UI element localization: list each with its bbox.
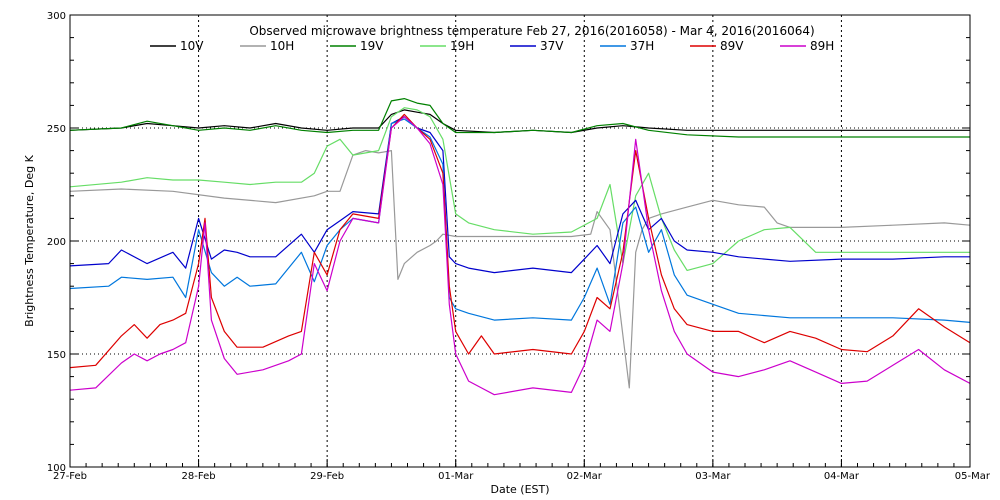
legend-label-89v: 89V xyxy=(720,39,744,53)
data-series xyxy=(69,97,971,396)
axis-ticks: 100 150 200 250 300 27-Feb 28-Feb 29-Feb 01-Mar 0… xyxy=(47,11,991,482)
legend-label-10v: 10V xyxy=(180,39,204,53)
x-tick-label: 05-Mar xyxy=(955,471,991,482)
series-line-19h xyxy=(69,107,970,271)
legend-label-10h: 10H xyxy=(270,39,294,53)
series-line-10h xyxy=(69,150,971,389)
x-tick-label: 27-Feb xyxy=(53,471,87,482)
series-line-19v xyxy=(69,97,970,138)
legend-label-19h: 19H xyxy=(450,39,474,53)
y-tick-label: 250 xyxy=(47,124,66,135)
legend-label-89h: 89H xyxy=(810,39,834,53)
y-tick-label: 100 xyxy=(47,463,66,474)
legend-label-37h: 37H xyxy=(630,39,654,53)
legend-label-19v: 19V xyxy=(360,39,384,53)
chart-title: Observed microwave brightness temperatur… xyxy=(249,24,814,38)
x-tick-label: 02-Mar xyxy=(567,471,603,482)
x-tick-label: 28-Feb xyxy=(182,471,216,482)
grid-lines xyxy=(70,15,970,467)
x-tick-label: 01-Mar xyxy=(438,471,474,482)
y-axis-title: Brightness Temperature, Deg K xyxy=(23,154,36,326)
legend-label-37v: 37V xyxy=(540,39,564,53)
y-tick-label: 200 xyxy=(47,237,66,248)
series-line-89h xyxy=(69,116,971,396)
x-axis-title: Date (EST) xyxy=(490,483,549,496)
x-tick-label: 04-Mar xyxy=(824,471,860,482)
series-line-37v xyxy=(69,116,970,274)
x-tick-label: 29-Feb xyxy=(310,471,344,482)
series-line-37h xyxy=(69,118,971,323)
y-tick-label: 300 xyxy=(47,11,66,22)
legend: 10V 10H 19V 19H 37V 37H 89V 89H xyxy=(150,39,834,53)
series-line-10v xyxy=(69,109,970,134)
y-tick-label: 150 xyxy=(47,350,66,361)
series-line-89v xyxy=(69,113,971,369)
x-tick-label: 03-Mar xyxy=(695,471,731,482)
